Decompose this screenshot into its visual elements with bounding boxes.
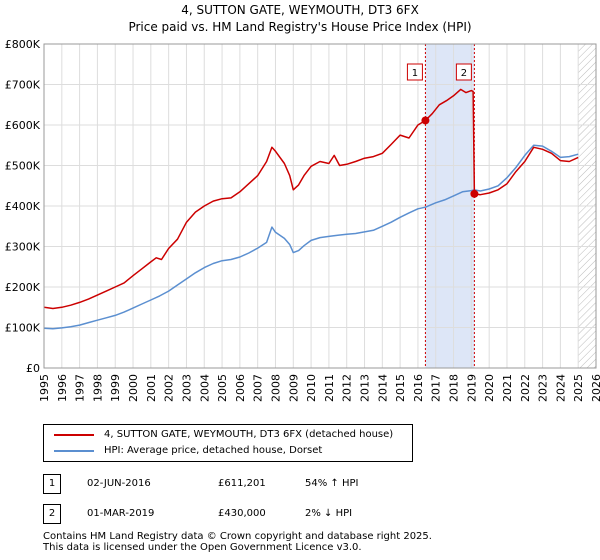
sale-label-2: 2 xyxy=(461,68,467,79)
x-tick-label: 2024 xyxy=(554,374,567,402)
annotation-date-2: 01-MAR-2019 xyxy=(87,508,155,519)
y-tick-label: £0 xyxy=(26,362,40,375)
x-tick-label: 2022 xyxy=(519,374,532,402)
x-tick-label: 2021 xyxy=(501,374,514,402)
sale-point-2 xyxy=(470,189,479,198)
x-tick-label: 2009 xyxy=(287,374,300,402)
x-tick-label: 2026 xyxy=(590,374,600,402)
annotation-price-2: £430,000 xyxy=(218,508,266,519)
x-tick-label: 1995 xyxy=(38,374,51,402)
annotation-date-1: 02-JUN-2016 xyxy=(87,478,151,489)
x-tick-label: 1996 xyxy=(56,374,69,402)
x-tick-label: 2002 xyxy=(163,374,176,402)
x-tick-label: 2016 xyxy=(412,374,425,402)
x-tick-label: 1997 xyxy=(74,374,87,402)
x-tick-label: 2011 xyxy=(323,374,336,402)
sale-point-1 xyxy=(421,116,430,125)
x-tick-label: 2025 xyxy=(572,374,585,402)
legend-label-property: 4, SUTTON GATE, WEYMOUTH, DT3 6FX (detac… xyxy=(104,429,394,440)
x-tick-label: 2001 xyxy=(145,374,158,402)
x-tick-label: 2000 xyxy=(127,374,140,402)
x-tick-label: 2020 xyxy=(483,374,496,402)
x-tick-label: 2018 xyxy=(448,374,461,402)
y-tick-label: £300K xyxy=(5,241,41,254)
y-tick-label: £500K xyxy=(5,160,41,173)
x-tick-label: 2019 xyxy=(465,374,478,402)
x-tick-label: 2008 xyxy=(269,374,282,402)
x-tick-label: 2004 xyxy=(198,374,211,402)
sale-label-box-1 xyxy=(406,63,423,81)
annotation-row-1: 1 02-JUN-2016 £611,201 54% ↑ HPI xyxy=(43,474,543,494)
x-tick-label: 2010 xyxy=(305,374,318,402)
x-tick-label: 2003 xyxy=(180,374,193,402)
annotation-hpi-1: 54% ↑ HPI xyxy=(305,478,359,489)
sale-label-box-2 xyxy=(455,63,472,81)
price-chart: 1 2 £0 £100K £200K £300K £400K £500K £600K £700K… xyxy=(5,38,600,402)
y-tick-label: £400K xyxy=(5,200,41,213)
footer-copyright: Contains HM Land Registry data © Crown c… xyxy=(43,531,432,542)
annotation-number-2: 2 xyxy=(43,504,61,524)
x-tick-label: 2014 xyxy=(376,374,389,402)
legend-swatch-blue xyxy=(54,450,94,452)
y-tick-label: £200K xyxy=(5,281,41,294)
hpi-series-line xyxy=(44,144,579,330)
legend-swatch-red xyxy=(54,434,94,436)
x-tick-label: 2015 xyxy=(394,374,407,402)
annotation-hpi-2: 2% ↓ HPI xyxy=(305,508,353,519)
y-tick-label: £700K xyxy=(5,79,41,92)
chart-title: 4, SUTTON GATE, WEYMOUTH, DT3 6FX xyxy=(181,3,419,17)
x-tick-label: 2023 xyxy=(537,374,550,402)
y-tick-label: £800K xyxy=(5,38,41,51)
annotation-row-2: 2 01-MAR-2019 £430,000 2% ↓ HPI xyxy=(43,504,543,524)
x-tick-label: 2007 xyxy=(252,374,265,402)
sale-label-1: 1 xyxy=(412,68,418,79)
x-tick-label: 2013 xyxy=(359,374,372,402)
x-tick-label: 1998 xyxy=(91,374,104,402)
chart-subtitle: Price paid vs. HM Land Registry's House … xyxy=(128,20,472,34)
plot-border xyxy=(43,43,597,369)
x-tick-label: 2005 xyxy=(216,374,229,402)
chart-legend: 4, SUTTON GATE, WEYMOUTH, DT3 6FX (detac… xyxy=(43,424,413,462)
legend-label-hpi: HPI: Average price, detached house, Dors… xyxy=(104,445,323,456)
y-tick-label: £600K xyxy=(5,119,41,132)
annotation-number-1: 1 xyxy=(43,474,61,494)
annotation-price-1: £611,201 xyxy=(218,478,266,489)
footer-licence: This data is licensed under the Open Gov… xyxy=(43,542,362,553)
x-tick-label: 1999 xyxy=(109,374,122,402)
y-tick-label: £100K xyxy=(5,322,41,335)
x-tick-label: 2017 xyxy=(430,374,443,402)
x-tick-label: 2006 xyxy=(234,374,247,402)
x-tick-label: 2012 xyxy=(341,374,354,402)
